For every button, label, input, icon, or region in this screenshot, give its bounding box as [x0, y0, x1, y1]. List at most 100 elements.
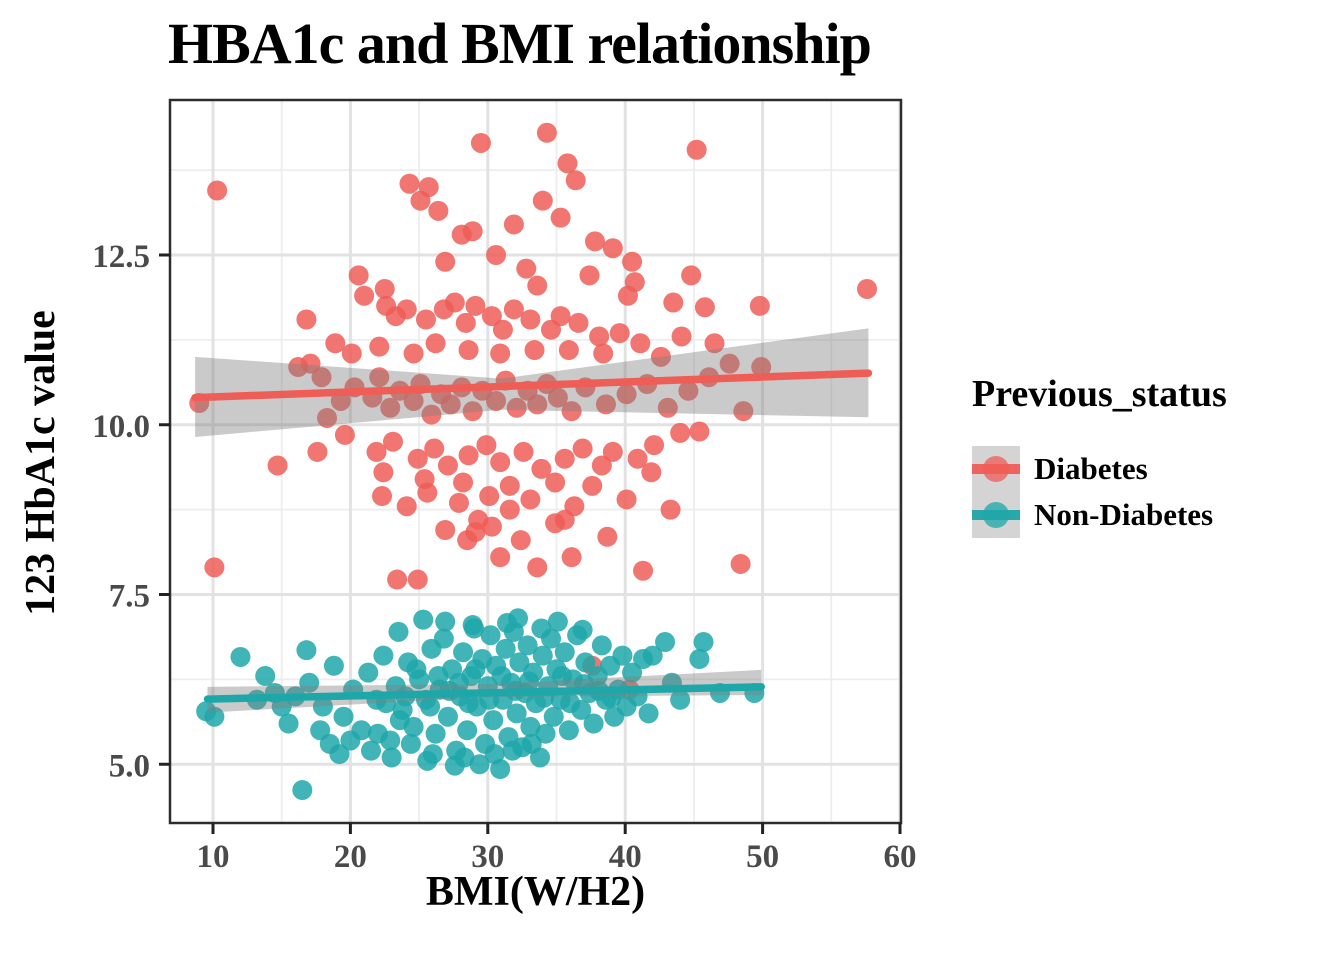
- data-point: [513, 441, 534, 462]
- data-point: [465, 295, 486, 316]
- data-point: [633, 560, 654, 581]
- data-point: [354, 285, 375, 306]
- x-tick-label: 30: [471, 839, 504, 875]
- legend-entry-non-diabetes: Non-Diabetes: [972, 492, 1227, 538]
- data-point: [532, 645, 553, 666]
- data-point: [437, 455, 458, 476]
- data-point: [554, 642, 575, 663]
- y-tick-label: 7.5: [109, 579, 150, 615]
- data-point: [670, 689, 691, 710]
- data-point: [749, 295, 770, 316]
- data-point: [612, 645, 633, 666]
- data-point: [454, 747, 475, 768]
- data-point: [678, 380, 699, 401]
- data-point: [719, 353, 740, 374]
- data-point: [417, 482, 438, 503]
- data-point: [650, 346, 671, 367]
- data-point: [704, 333, 725, 354]
- data-point: [551, 665, 572, 686]
- panel-border: [168, 98, 903, 825]
- data-point: [361, 740, 382, 761]
- data-point: [503, 214, 524, 235]
- data-point: [486, 390, 507, 411]
- data-point: [630, 333, 651, 354]
- data-point: [524, 340, 545, 361]
- data-point: [751, 357, 772, 378]
- data-point: [547, 387, 568, 408]
- x-tick-label: 50: [746, 839, 779, 875]
- data-point: [230, 646, 251, 667]
- y-tick-label: 12.5: [92, 239, 150, 275]
- x-axis-label: BMI(W/H2): [425, 869, 646, 915]
- data-point: [307, 441, 328, 462]
- data-point: [389, 710, 410, 731]
- data-point: [458, 445, 479, 466]
- data-point: [196, 701, 217, 722]
- data-point: [366, 441, 387, 462]
- data-point: [597, 526, 618, 547]
- data-point: [499, 475, 520, 496]
- data-point: [572, 438, 593, 459]
- data-point: [502, 740, 523, 761]
- data-point: [271, 696, 292, 717]
- data-point: [531, 618, 552, 639]
- data-point: [367, 723, 388, 744]
- data-point: [296, 640, 317, 661]
- data-point: [348, 265, 369, 286]
- data-point: [381, 747, 402, 768]
- data-point: [296, 309, 317, 330]
- data-point: [583, 713, 604, 734]
- data-point: [465, 522, 486, 543]
- y-tick-label: 5.0: [109, 748, 150, 784]
- data-point: [481, 516, 502, 537]
- data-point: [531, 458, 552, 479]
- data-point: [453, 642, 474, 663]
- data-point: [591, 635, 612, 656]
- data-point: [503, 299, 524, 320]
- legend-key-glyph-non-diabetes: [972, 502, 1020, 528]
- plot-area: [189, 122, 878, 801]
- data-point: [323, 655, 344, 676]
- legend-title: Previous_status: [972, 373, 1227, 415]
- legend-keys: Diabetes Non-Diabetes: [972, 446, 1227, 538]
- data-point: [693, 632, 714, 653]
- data-point: [455, 312, 476, 333]
- data-point: [462, 401, 483, 422]
- data-point: [627, 448, 648, 469]
- data-point: [481, 306, 502, 327]
- x-tick-label: 10: [197, 839, 230, 875]
- data-point: [644, 435, 665, 456]
- data-point: [373, 462, 394, 483]
- non-diabetes-point-icon: [983, 502, 1009, 528]
- data-point: [407, 569, 428, 590]
- data-point: [527, 394, 548, 415]
- data-point: [572, 619, 593, 640]
- data-point: [372, 486, 393, 507]
- data-point: [733, 401, 754, 422]
- data-point: [267, 455, 288, 476]
- data-point: [341, 343, 362, 364]
- data-point: [299, 672, 320, 693]
- data-point: [407, 448, 428, 469]
- data-point: [340, 730, 361, 751]
- data-point: [448, 492, 469, 513]
- data-point: [622, 662, 643, 683]
- data-point: [642, 645, 663, 666]
- data-point: [484, 744, 505, 765]
- data-point: [609, 323, 630, 344]
- data-point: [535, 723, 556, 744]
- data-point: [410, 190, 431, 211]
- data-point: [490, 547, 511, 568]
- data-point: [400, 733, 421, 754]
- data-point: [358, 662, 379, 683]
- data-point: [575, 652, 596, 673]
- data-point: [437, 706, 458, 727]
- data-point: [689, 421, 710, 442]
- data-point: [681, 265, 702, 286]
- data-point: [457, 720, 478, 741]
- data-point: [396, 496, 417, 517]
- data-point: [557, 153, 578, 174]
- data-point: [312, 696, 333, 717]
- data-point: [550, 207, 571, 228]
